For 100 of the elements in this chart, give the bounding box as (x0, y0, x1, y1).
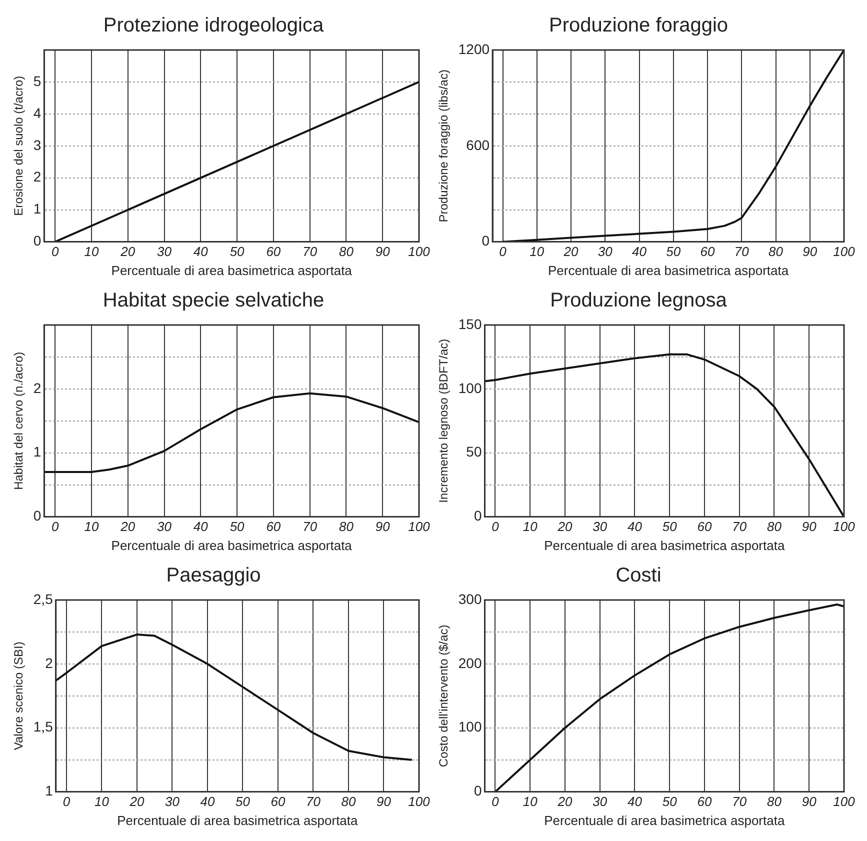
chart-title: Costi (616, 564, 662, 587)
y-tick-label: 150 (458, 316, 482, 332)
x-tick-label: 60 (266, 519, 282, 534)
x-tick-label: 80 (341, 794, 356, 810)
x-tick-label: 0 (499, 244, 508, 260)
x-tick-label: 40 (200, 794, 216, 810)
y-axis-title: Produzione foraggio (libs/ac) (436, 70, 451, 222)
x-tick-label: 10 (530, 244, 545, 260)
x-tick-label: 30 (592, 519, 608, 534)
x-tick-label: 10 (522, 794, 538, 810)
x-tick-label: 10 (94, 794, 110, 810)
x-tick-label: 80 (767, 794, 782, 810)
x-tick-label: 60 (700, 244, 716, 260)
x-tick-label: 30 (157, 244, 172, 260)
x-tick-label: 70 (302, 519, 318, 534)
x-tick-label: 20 (120, 244, 136, 260)
x-tick-label: 0 (62, 794, 71, 810)
x-axis-title: Percentuale di area basimetrica asportata (117, 812, 359, 828)
y-tick-label: 0 (33, 508, 42, 524)
x-tick-label: 50 (230, 244, 246, 260)
x-tick-label: 40 (632, 244, 648, 260)
y-tick-label: 4 (33, 104, 42, 121)
y-tick-label: 200 (458, 654, 482, 671)
y-tick-label: 1 (33, 444, 42, 460)
x-tick-label: 70 (302, 244, 318, 260)
y-tick-label: 0 (474, 508, 482, 524)
x-tick-label: 50 (662, 794, 678, 810)
y-axis-title: Valore scenico (SBI) (12, 642, 26, 750)
y-tick-label: 300 (458, 590, 482, 607)
x-axis-title: Percentuale di area basimetrica asportata (548, 262, 790, 278)
chart-title: Protezione idrogeologica (103, 14, 324, 37)
x-tick-label: 60 (697, 519, 712, 534)
y-tick-label: 0 (482, 232, 490, 249)
x-tick-label: 70 (732, 519, 748, 534)
x-tick-label: 100 (833, 244, 856, 260)
y-tick-label: 0 (33, 232, 42, 249)
y-tick-label: 600 (466, 136, 490, 153)
x-tick-label: 20 (562, 244, 580, 260)
x-tick-label: 10 (84, 244, 100, 260)
x-tick-label: 30 (592, 794, 608, 810)
x-tick-label: 100 (408, 794, 431, 810)
x-tick-label: 90 (376, 794, 392, 810)
y-tick-label: 5 (33, 72, 42, 89)
x-tick-label: 40 (193, 244, 209, 260)
x-tick-label: 80 (768, 244, 784, 260)
x-tick-label: 30 (164, 794, 180, 810)
x-tick-label: 50 (235, 794, 251, 810)
x-tick-label: 80 (338, 244, 354, 260)
y-axis-title: Costo dell'intervento ($/ac) (436, 624, 451, 768)
x-tick-label: 10 (84, 519, 100, 534)
x-tick-label: 20 (128, 794, 145, 810)
x-tick-label: 100 (408, 519, 431, 534)
x-tick-label: 100 (408, 244, 431, 260)
x-tick-label: 50 (662, 519, 678, 534)
x-axis-title: Percentuale di area basimetrica asportata (544, 538, 786, 553)
x-tick-label: 70 (734, 244, 750, 260)
y-axis-title: Erosione del suolo (t/acro) (12, 76, 26, 216)
y-tick-label: 2 (33, 380, 42, 396)
x-tick-label: 40 (628, 794, 643, 810)
x-tick-label: 60 (270, 794, 286, 810)
x-axis-title: Percentuale di area basimetrica asportata (544, 812, 786, 828)
y-tick-label: 1,5 (33, 718, 54, 735)
chart-title: Paesaggio (166, 564, 261, 587)
chart-title: Habitat specie selvatiche (102, 290, 324, 312)
x-tick-label: 10 (522, 519, 538, 534)
x-axis-title: Percentuale di area basimetrica asportata (111, 538, 353, 553)
x-tick-label: 40 (193, 519, 209, 534)
y-tick-label: 0 (474, 782, 482, 799)
x-tick-label: 30 (157, 519, 172, 534)
x-tick-label: 90 (375, 519, 391, 534)
x-tick-label: 70 (732, 794, 748, 810)
x-tick-label: 90 (802, 519, 818, 534)
y-tick-label: 100 (458, 718, 482, 735)
y-tick-label: 1200 (458, 40, 490, 57)
x-tick-label: 20 (120, 519, 136, 534)
y-tick-label: 100 (458, 380, 482, 396)
x-tick-label: 50 (230, 519, 246, 534)
x-tick-label: 60 (697, 794, 712, 810)
y-tick-label: 50 (466, 444, 482, 460)
x-tick-label: 70 (306, 794, 322, 810)
x-axis-title: Percentuale di area basimetrica asportata (111, 262, 353, 278)
x-tick-label: 60 (266, 244, 282, 260)
x-tick-label: 0 (492, 519, 500, 534)
x-tick-label: 90 (802, 244, 818, 260)
y-tick-label: 2,5 (33, 590, 54, 607)
y-tick-label: 1 (33, 200, 42, 217)
y-tick-label: 1 (45, 782, 54, 799)
y-tick-label: 2 (33, 168, 42, 185)
y-tick-label: 2 (45, 654, 54, 671)
x-tick-label: 30 (598, 244, 614, 260)
x-tick-label: 100 (833, 519, 856, 534)
x-tick-label: 50 (666, 244, 682, 260)
x-tick-label: 40 (628, 519, 643, 534)
x-tick-label: 80 (338, 519, 354, 534)
x-tick-label: 0 (492, 794, 500, 810)
y-axis-title: Habitat del cervo (n./acro) (12, 352, 26, 490)
y-tick-label: 3 (33, 136, 42, 153)
x-tick-label: 100 (833, 794, 856, 810)
chart-title: Produzione foraggio (548, 14, 728, 37)
x-tick-label: 80 (767, 519, 782, 534)
